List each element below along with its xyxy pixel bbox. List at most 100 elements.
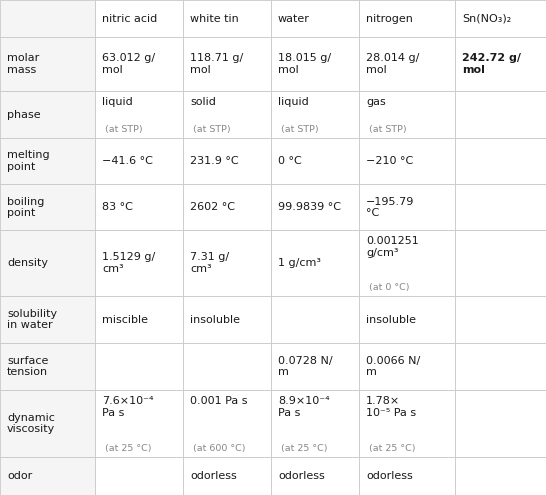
Bar [455,230,546,296]
Bar [95,184,183,230]
Text: 0.001 Pa s: 0.001 Pa s [190,396,247,406]
Bar [183,138,271,184]
Text: 7.6×10⁻⁴
Pa s: 7.6×10⁻⁴ Pa s [102,396,153,418]
Text: (at STP): (at STP) [105,125,143,134]
Text: odorless: odorless [278,471,325,481]
Bar [359,230,455,296]
Bar [455,457,546,495]
Bar [95,390,183,457]
Bar [183,457,271,495]
Bar [271,343,359,390]
Bar [183,296,271,343]
Text: 1 g/cm³: 1 g/cm³ [278,258,321,268]
Text: liquid: liquid [102,97,133,107]
Text: boiling
point: boiling point [7,197,44,218]
Text: dynamic
viscosity: dynamic viscosity [7,413,55,434]
Text: 83 °C: 83 °C [102,202,133,212]
Text: 0 °C: 0 °C [278,156,302,166]
Text: 242.72 g/
mol: 242.72 g/ mol [462,53,521,75]
Text: 18.015 g/
mol: 18.015 g/ mol [278,53,331,75]
Bar [271,0,359,37]
Bar [0,138,95,184]
Bar [0,37,95,91]
Text: 0.0066 N/
m: 0.0066 N/ m [366,356,420,377]
Text: 1.5129 g/
cm³: 1.5129 g/ cm³ [102,252,155,274]
Text: nitric acid: nitric acid [102,14,157,24]
Text: −210 °C: −210 °C [366,156,413,166]
Bar [359,296,455,343]
Text: odorless: odorless [366,471,413,481]
Text: white tin: white tin [190,14,239,24]
Bar [95,230,183,296]
Text: 2602 °C: 2602 °C [190,202,235,212]
Text: (at 25 °C): (at 25 °C) [105,444,151,453]
Bar [359,138,455,184]
Text: phase: phase [7,110,40,120]
Text: water: water [278,14,310,24]
Bar [359,457,455,495]
Bar [455,138,546,184]
Text: 231.9 °C: 231.9 °C [190,156,239,166]
Text: odor: odor [7,471,32,481]
Bar [271,296,359,343]
Bar [183,343,271,390]
Text: insoluble: insoluble [190,314,240,325]
Bar [183,91,271,138]
Bar [359,37,455,91]
Text: nitrogen: nitrogen [366,14,413,24]
Bar [183,230,271,296]
Text: −195.79
°C: −195.79 °C [366,197,414,218]
Bar [455,91,546,138]
Bar [271,230,359,296]
Text: gas: gas [366,97,386,107]
Bar [0,230,95,296]
Text: (at 25 °C): (at 25 °C) [369,444,416,453]
Bar [271,138,359,184]
Text: insoluble: insoluble [366,314,416,325]
Text: molar
mass: molar mass [7,53,39,75]
Bar [0,91,95,138]
Bar [95,138,183,184]
Bar [359,184,455,230]
Text: 7.31 g/
cm³: 7.31 g/ cm³ [190,252,229,274]
Bar [0,0,95,37]
Bar [183,184,271,230]
Bar [95,296,183,343]
Bar [271,390,359,457]
Bar [183,390,271,457]
Text: (at 25 °C): (at 25 °C) [281,444,328,453]
Text: surface
tension: surface tension [7,356,49,377]
Bar [183,0,271,37]
Bar [95,37,183,91]
Text: 8.9×10⁻⁴
Pa s: 8.9×10⁻⁴ Pa s [278,396,330,418]
Bar [271,184,359,230]
Text: −41.6 °C: −41.6 °C [102,156,153,166]
Text: melting
point: melting point [7,150,50,172]
Text: (at 0 °C): (at 0 °C) [369,283,410,292]
Bar [455,296,546,343]
Text: solid: solid [190,97,216,107]
Bar [95,91,183,138]
Text: (at STP): (at STP) [281,125,319,134]
Bar [359,91,455,138]
Text: 99.9839 °C: 99.9839 °C [278,202,341,212]
Text: Sn(NO₃)₂: Sn(NO₃)₂ [462,14,511,24]
Text: 63.012 g/
mol: 63.012 g/ mol [102,53,155,75]
Text: miscible: miscible [102,314,148,325]
Text: (at 600 °C): (at 600 °C) [193,444,246,453]
Bar [0,296,95,343]
Text: 118.71 g/
mol: 118.71 g/ mol [190,53,244,75]
Bar [359,343,455,390]
Bar [271,37,359,91]
Bar [455,37,546,91]
Text: liquid: liquid [278,97,308,107]
Bar [95,343,183,390]
Bar [359,390,455,457]
Bar [0,343,95,390]
Bar [271,91,359,138]
Bar [0,390,95,457]
Bar [359,0,455,37]
Bar [455,390,546,457]
Text: odorless: odorless [190,471,237,481]
Bar [455,184,546,230]
